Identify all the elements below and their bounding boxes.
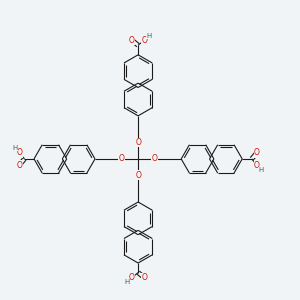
Text: O: O [152, 154, 158, 164]
Text: O: O [16, 148, 22, 157]
Text: O: O [141, 273, 147, 282]
Text: O: O [119, 154, 125, 164]
Text: O: O [135, 171, 141, 180]
Text: H: H [259, 167, 264, 173]
Text: H: H [13, 145, 18, 151]
Text: O: O [129, 273, 135, 282]
Text: O: O [141, 36, 147, 45]
Text: O: O [16, 160, 22, 169]
Text: O: O [254, 148, 260, 157]
Text: O: O [129, 36, 135, 45]
Text: O: O [135, 138, 141, 147]
Text: O: O [254, 160, 260, 169]
Text: H: H [147, 33, 152, 39]
Text: H: H [124, 279, 130, 285]
